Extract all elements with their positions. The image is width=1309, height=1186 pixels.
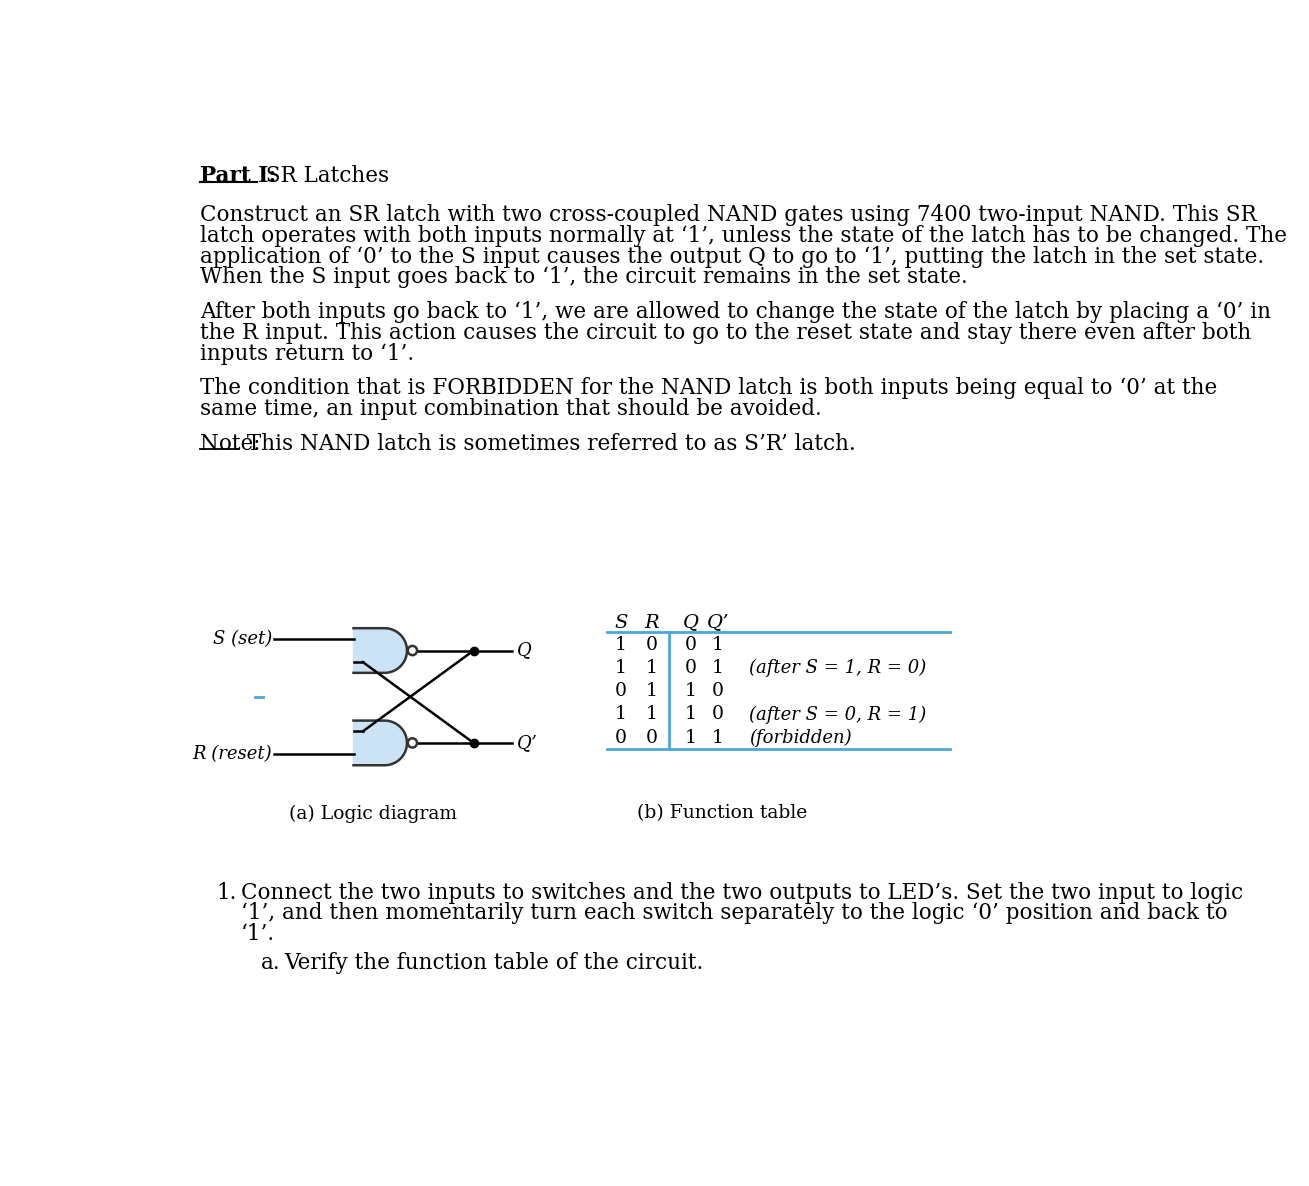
Text: Q: Q: [517, 642, 531, 659]
Text: 1: 1: [615, 636, 627, 655]
Text: 1: 1: [712, 659, 724, 677]
Text: ‘1’.: ‘1’.: [241, 923, 275, 945]
Text: same time, an input combination that should be avoided.: same time, an input combination that sho…: [200, 398, 822, 420]
Text: 1: 1: [685, 682, 696, 700]
Text: inputs return to ‘1’.: inputs return to ‘1’.: [200, 343, 414, 364]
Text: 1: 1: [712, 728, 724, 746]
Text: The condition that is FORBIDDEN for the NAND latch is both inputs being equal to: The condition that is FORBIDDEN for the …: [200, 377, 1217, 400]
Text: Q’: Q’: [707, 613, 729, 632]
Text: When the S input goes back to ‘1’, the circuit remains in the set state.: When the S input goes back to ‘1’, the c…: [200, 267, 967, 288]
Text: 1: 1: [685, 706, 696, 723]
Polygon shape: [353, 629, 407, 672]
Text: 0: 0: [685, 659, 696, 677]
Text: (a) Logic diagram: (a) Logic diagram: [289, 804, 457, 823]
Text: 0: 0: [615, 728, 627, 746]
Text: Construct an SR latch with two cross-coupled NAND gates using 7400 two-input NAN: Construct an SR latch with two cross-cou…: [200, 204, 1257, 225]
Text: Note:: Note:: [200, 433, 260, 454]
Text: Connect the two inputs to switches and the two outputs to LED’s. Set the two inp: Connect the two inputs to switches and t…: [241, 881, 1244, 904]
Circle shape: [407, 646, 418, 655]
Text: latch operates with both inputs normally at ‘1’, unless the state of the latch h: latch operates with both inputs normally…: [200, 224, 1287, 247]
Text: 1: 1: [645, 706, 658, 723]
Text: After both inputs go back to ‘1’, we are allowed to change the state of the latc: After both inputs go back to ‘1’, we are…: [200, 301, 1271, 323]
Text: 1: 1: [645, 659, 658, 677]
Text: Verify the function table of the circuit.: Verify the function table of the circuit…: [284, 951, 703, 974]
Text: SR Latches: SR Latches: [259, 165, 389, 187]
Text: the R input. This action causes the circuit to go to the reset state and stay th: the R input. This action causes the circ…: [200, 321, 1251, 344]
Text: S: S: [614, 613, 627, 632]
Text: (after S = 1, R = 0): (after S = 1, R = 0): [749, 659, 925, 677]
Text: 1: 1: [645, 682, 658, 700]
Text: 0: 0: [712, 682, 724, 700]
Text: 0: 0: [685, 636, 696, 655]
Text: 0: 0: [712, 706, 724, 723]
Text: (after S = 0, R = 1): (after S = 0, R = 1): [749, 706, 925, 723]
Text: S (set): S (set): [213, 630, 272, 648]
Text: R (reset): R (reset): [192, 746, 272, 764]
Text: (b) Function table: (b) Function table: [636, 804, 806, 823]
Text: (forbidden): (forbidden): [749, 728, 851, 747]
Text: R: R: [644, 613, 660, 632]
Text: application of ‘0’ to the S input causes the output Q to go to ‘1’, putting the : application of ‘0’ to the S input causes…: [200, 246, 1264, 268]
Text: a.: a.: [260, 951, 280, 974]
Text: 1: 1: [615, 659, 627, 677]
Text: 0: 0: [645, 636, 658, 655]
Text: Part I:: Part I:: [200, 165, 276, 187]
Text: 1: 1: [712, 636, 724, 655]
Text: Q’: Q’: [517, 734, 538, 752]
Text: 0: 0: [615, 682, 627, 700]
Text: 0: 0: [645, 728, 658, 746]
Text: 1: 1: [685, 728, 696, 746]
Text: ‘1’, and then momentarily turn each switch separately to the logic ‘0’ position : ‘1’, and then momentarily turn each swit…: [241, 903, 1228, 924]
Text: 1.: 1.: [216, 881, 237, 904]
Text: 1: 1: [615, 706, 627, 723]
Text: Q: Q: [682, 613, 699, 632]
Text: This NAND latch is sometimes referred to as S’R’ latch.: This NAND latch is sometimes referred to…: [240, 433, 855, 454]
Circle shape: [407, 739, 418, 747]
Polygon shape: [353, 721, 407, 765]
